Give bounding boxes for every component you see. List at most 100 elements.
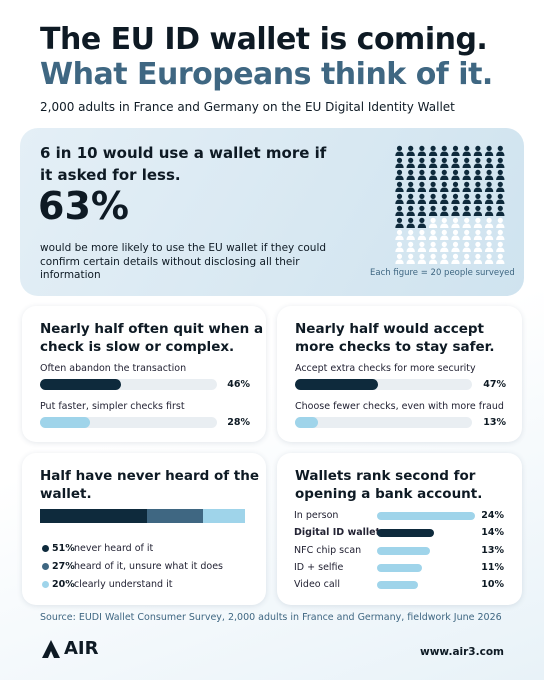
figure [428,157,438,168]
figure [462,205,471,216]
figure [496,157,505,168]
figure [496,169,505,180]
url: www.air3.com [420,646,504,658]
figure [496,145,505,156]
legend-label: heard of it, unsure what it does [74,561,224,572]
figure [417,181,427,192]
figure [428,253,438,264]
stacked-segment [203,509,245,523]
bar [377,529,435,538]
figure [484,157,494,168]
panel-title: Nearly half often quit when a check is s… [40,321,264,355]
figure [462,253,471,264]
source: Source: EUDI Wallet Consumer Survey, 2,0… [40,612,502,623]
figure [484,205,494,216]
hero-description: would be more likely to use the EU walle… [40,242,327,281]
figure [417,241,427,252]
bar [377,563,422,572]
hero-stat: 63% [38,184,129,228]
figure [451,193,460,204]
legend-dot [42,545,49,552]
figure [473,181,483,192]
figure [406,253,415,264]
figure [395,145,404,156]
hero-card [20,128,524,296]
figure [440,217,449,228]
panel-title: Half have never heard of the wallet. [40,468,260,502]
bar-track [40,417,217,428]
figure [462,157,471,168]
bar [40,379,122,390]
figure [395,181,404,192]
legend-value: 20% [52,579,75,590]
figure [484,169,494,180]
figure [417,217,427,228]
value-label: 11% [481,561,504,573]
bar [377,546,431,555]
bar [377,581,418,590]
legend-label: clearly understand it [74,579,173,590]
dark-figures [395,145,505,228]
figure [440,253,449,264]
figure [462,181,471,192]
item-label: In person [294,510,339,521]
figure [462,229,471,240]
figure [473,253,483,264]
bar-track [295,379,472,390]
figure [451,157,460,168]
figure [395,169,404,180]
title-second: What Europeans think of it. [40,57,493,92]
figure [451,145,460,156]
bar [40,417,90,428]
figure-note: Each figure = 20 people surveyed [370,268,515,278]
figure [428,241,438,252]
figure [484,145,494,156]
item-label: ID + selfie [294,561,344,573]
figure [395,157,404,168]
figure [440,169,449,180]
figure [440,229,449,240]
figure [440,193,449,204]
figure [406,229,415,240]
value-label: 13% [483,417,506,428]
bar [295,417,318,428]
figure [417,193,427,204]
figure [395,205,404,216]
figure [473,229,483,240]
stacked-segment [40,509,147,523]
value-label: 13% [481,544,504,556]
figure [462,241,471,252]
figure [428,169,438,180]
figure [451,181,460,192]
figure [428,145,438,156]
legend-value: 51% [52,543,75,554]
figure [462,193,471,204]
figure [417,229,427,240]
figure [484,229,494,240]
figure [496,253,505,264]
value-label: 47% [483,379,506,390]
panel-title: Wallets rank second for opening a bank a… [295,468,483,502]
panel-card [22,453,266,605]
value-label: 14% [481,527,504,539]
legend-dot [42,563,49,570]
figure [417,157,427,168]
figure [451,241,460,252]
title: The EU ID wallet is coming. [40,22,488,57]
figure [406,145,415,156]
figure [406,217,415,228]
figure [496,181,505,192]
subtitle: 2,000 adults in France and Germany on th… [40,100,455,114]
panel-card [277,453,522,605]
figure [417,169,427,180]
value-label: 10% [481,579,504,591]
bar-track [40,379,217,390]
figure [406,193,415,204]
figure [484,193,494,204]
figure [395,193,404,204]
figure [395,241,404,252]
figure [496,229,505,240]
figure [496,193,505,204]
item-label: Video call [294,579,340,591]
